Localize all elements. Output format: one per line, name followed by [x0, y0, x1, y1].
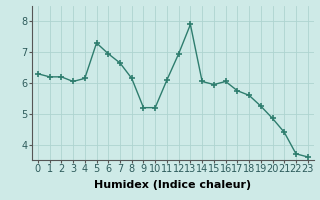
X-axis label: Humidex (Indice chaleur): Humidex (Indice chaleur): [94, 180, 252, 190]
